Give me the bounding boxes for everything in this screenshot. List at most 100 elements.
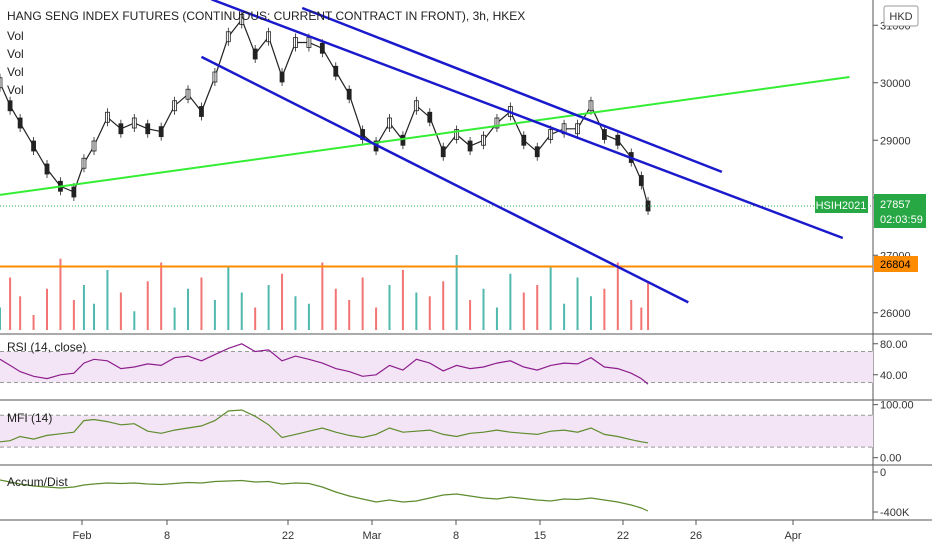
volume-bar (294, 296, 297, 330)
volume-bar (93, 303, 96, 330)
volume-bar (616, 262, 619, 330)
time-tick-label: 26 (690, 530, 702, 542)
bar-countdown: 02:03:59 (880, 214, 923, 226)
trend-line (0, 76, 850, 196)
volume-bar (267, 285, 270, 330)
volume-bar (563, 303, 566, 330)
last-price-tag (874, 194, 926, 228)
mfi-tick-label: 0.00 (880, 453, 901, 465)
price-candle (0, 77, 3, 89)
volume-bar (240, 292, 243, 330)
volume-bar (589, 296, 592, 330)
rsi-line (0, 343, 649, 385)
volume-bar (576, 277, 579, 330)
price-tick-label: 30000 (880, 78, 911, 90)
volume-bar (647, 281, 650, 330)
accum-dist-label[interactable]: Accum/Dist (7, 475, 68, 489)
volume-bars (0, 255, 650, 330)
rsi-label[interactable]: RSI (14, close) (7, 340, 86, 354)
volume-bar (281, 273, 284, 330)
volume-bar (469, 300, 472, 330)
volume-bar (160, 262, 163, 330)
drawing-overlays[interactable] (0, 0, 873, 304)
time-tick-label: 8 (453, 530, 459, 542)
mfi-tick-label: 100.00 (880, 400, 914, 412)
channel-line (301, 6, 723, 174)
currency-badge[interactable] (883, 5, 919, 27)
rsi-tick-label: 80.00 (880, 339, 908, 351)
volume-bar (375, 307, 378, 330)
mfi-label[interactable]: MFI (14) (7, 411, 52, 425)
volume-bar (32, 315, 35, 330)
volume-bar (640, 307, 643, 330)
last-price-value: 27857 (880, 199, 911, 211)
volume-bar (227, 266, 230, 330)
level-tag (874, 256, 918, 272)
volume-bar (482, 288, 485, 330)
volume-bar (133, 311, 136, 330)
volume-bar (630, 300, 633, 330)
volume-bar (19, 296, 22, 330)
symbol-tag (815, 196, 868, 213)
volume-bar (72, 300, 75, 330)
volume-bar (442, 281, 445, 330)
volume-bar (173, 307, 176, 330)
volume-bar (119, 292, 122, 330)
symbol-tag-text: HSIH2021 (816, 200, 867, 212)
volume-bar (187, 288, 190, 330)
level-tag-value: 26804 (880, 259, 911, 271)
currency-label: HKD (889, 11, 912, 23)
volume-bar (495, 307, 498, 330)
price-tick-label: 29000 (880, 135, 911, 147)
volume-bar (455, 255, 458, 330)
volume-bar (82, 285, 85, 330)
time-tick-label: Apr (784, 530, 801, 542)
chart-title: HANG SENG INDEX FUTURES (CONTINUOUS: CUR… (7, 9, 525, 23)
time-tick-label: Feb (73, 530, 92, 542)
volume-bar (9, 277, 12, 330)
time-tick-label: 22 (617, 530, 629, 542)
accum-dist-line (0, 479, 649, 512)
volume-bar (361, 277, 364, 330)
volume-bar (536, 285, 539, 330)
time-tick-label: 22 (282, 530, 294, 542)
volume-bar (59, 258, 62, 330)
volume-bar (321, 262, 324, 330)
volume-bar (348, 300, 351, 330)
price-tick-label: 26000 (880, 308, 911, 320)
rsi-tick-label: 40.00 (880, 370, 908, 382)
vol-label[interactable]: Vol (7, 29, 24, 43)
accum-dist-tick-label: 0 (880, 467, 886, 479)
vol-label[interactable]: Vol (7, 47, 24, 61)
accum-dist-tick-label: -400K (880, 507, 910, 519)
volume-bar (200, 277, 203, 330)
volume-bar (401, 270, 404, 330)
volume-bar (254, 307, 257, 330)
channel-line (211, 0, 844, 240)
volume-bar (146, 281, 149, 330)
mfi-band (0, 415, 873, 448)
volume-bar (0, 307, 1, 330)
vol-label[interactable]: Vol (7, 65, 24, 79)
volume-bar (388, 285, 391, 330)
volume-bar (549, 266, 552, 330)
channel-line (200, 55, 689, 304)
volume-bar (603, 288, 606, 330)
time-tick-label: 15 (534, 530, 546, 542)
volume-bar (46, 288, 49, 330)
time-tick-label: Mar (363, 530, 382, 542)
vol-label[interactable]: Vol (7, 83, 24, 97)
volume-bar (307, 303, 310, 330)
volume-bar (334, 288, 337, 330)
volume-bar (428, 296, 431, 330)
volume-bar (415, 292, 418, 330)
volume-bar (509, 273, 512, 330)
indicator-lines (0, 343, 873, 512)
mfi-line (0, 409, 649, 444)
volume-bar (213, 300, 216, 330)
volume-bar (106, 270, 109, 330)
volume-bar (522, 292, 525, 330)
time-tick-label: 8 (164, 530, 170, 542)
